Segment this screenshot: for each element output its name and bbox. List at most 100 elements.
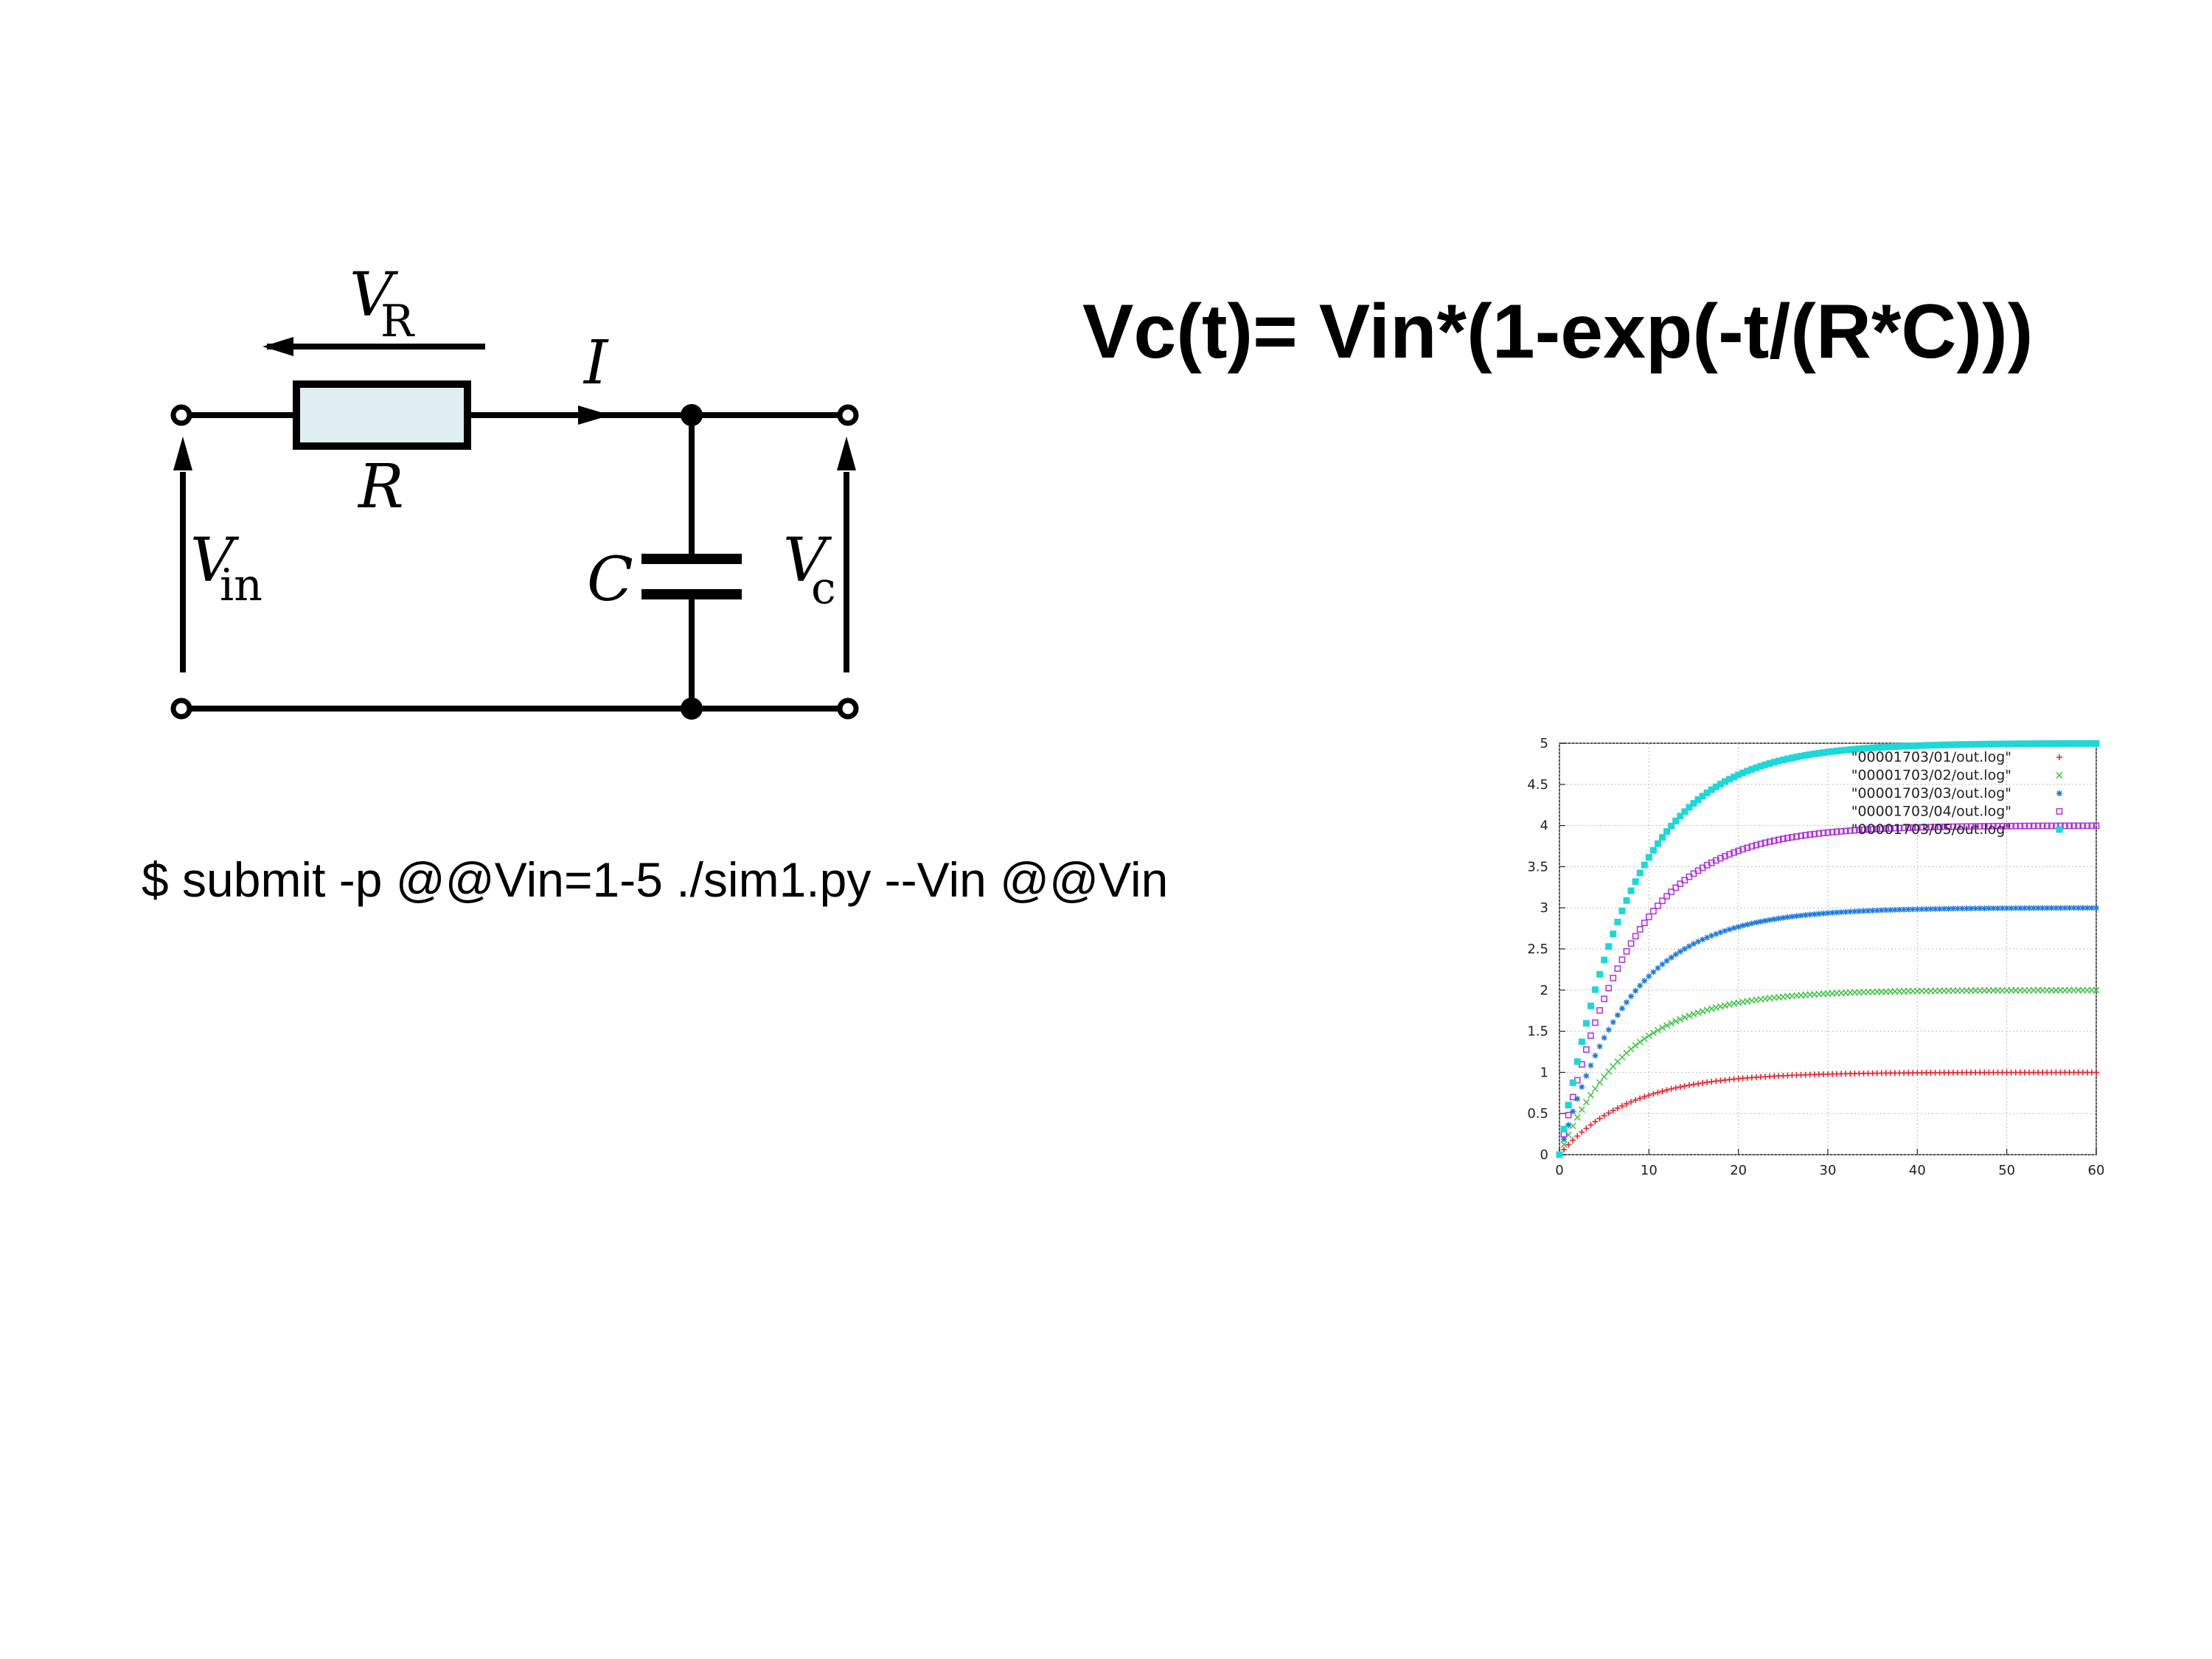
data-point [1964, 905, 1970, 912]
legend-marker [2056, 790, 2062, 796]
data-point [2035, 905, 2042, 911]
data-point [1645, 914, 1652, 920]
junction-node-bottom [681, 698, 703, 720]
plot-grid [1559, 742, 2097, 1155]
data-point [1699, 1008, 1706, 1015]
data-point [1811, 830, 1818, 838]
data-point [2053, 822, 2059, 830]
data-point [1618, 1102, 1625, 1109]
data-point [1659, 961, 1666, 967]
data-point [1686, 943, 1692, 950]
data-point [1820, 910, 1826, 917]
data-point [1757, 762, 1764, 770]
data-point [1708, 786, 1715, 793]
data-point [1677, 1084, 1683, 1091]
data-point [1605, 1026, 1612, 1033]
data-point [1882, 907, 1889, 914]
data-point [1954, 823, 1961, 830]
data-point [1950, 823, 1957, 830]
data-point [1887, 743, 1894, 751]
y-tick-label: 3.5 [1527, 859, 1548, 874]
x-tick-label: 40 [1909, 1163, 1926, 1178]
data-point [1691, 941, 1697, 947]
data-point [2062, 740, 2069, 747]
data-point [1842, 746, 1849, 754]
data-point [1578, 1106, 1585, 1113]
data-point [1753, 841, 1760, 849]
data-point [1739, 769, 1747, 776]
data-point [1717, 781, 1724, 788]
data-point [1681, 1082, 1688, 1089]
data-point [1860, 826, 1867, 833]
data-point [1722, 928, 1728, 934]
data-point [1587, 1032, 1594, 1039]
data-point [1726, 926, 1733, 933]
data-point [1851, 827, 1858, 834]
data-point [1601, 956, 1608, 964]
data-point [1731, 849, 1737, 856]
data-point [1610, 931, 1617, 938]
data-point [1596, 1116, 1603, 1122]
data-point [1954, 741, 1961, 748]
data-point [1784, 914, 1791, 920]
data-point [1963, 741, 1970, 748]
y-tick-label: 2 [1540, 983, 1548, 998]
data-point [1681, 877, 1688, 884]
legend-marker [2056, 826, 2063, 833]
terminal-in-top [170, 404, 192, 426]
data-point [1695, 1080, 1702, 1087]
data-point [1927, 824, 1934, 831]
legend-label: "00001703/01/out.log" [1851, 749, 2011, 765]
data-point [1927, 905, 1934, 912]
data-point [2075, 740, 2082, 747]
data-point [2075, 822, 2082, 830]
data-point [2017, 905, 2023, 911]
legend: "00001703/01/out.log" "00001703/02/out.lo… [1851, 749, 2063, 838]
data-point [1663, 1022, 1671, 1029]
data-point [1628, 1099, 1635, 1105]
data-point [1646, 1092, 1652, 1099]
data-point [1829, 748, 1836, 755]
data-point [2093, 1069, 2099, 1076]
data-point [1977, 905, 1983, 912]
data-point [1748, 765, 1756, 773]
y-tick-label: 0 [1540, 1147, 1548, 1163]
data-point [1708, 933, 1715, 939]
data-point [2093, 905, 2099, 911]
data-point [2043, 740, 2051, 748]
data-point [1739, 922, 1746, 929]
data-point [1655, 902, 1661, 909]
data-point [1731, 925, 1737, 931]
data-point [1694, 796, 1702, 803]
capacitor-plate-bottom [641, 589, 742, 599]
data-point [2088, 905, 2095, 911]
data-point [1735, 847, 1742, 855]
data-point [1587, 1002, 1594, 1009]
data-point [1677, 880, 1684, 888]
data-point [1824, 748, 1832, 756]
legend-marker [2056, 808, 2063, 815]
data-point [2079, 740, 2087, 747]
y-tick-label: 5 [1540, 736, 1548, 751]
data-point [1753, 919, 1759, 926]
data-point [1896, 824, 1903, 832]
data-point [1869, 907, 1876, 914]
data-point [1865, 826, 1871, 833]
data-point [1788, 754, 1795, 762]
data-point [1668, 888, 1675, 895]
data-point [1936, 741, 1944, 748]
vc-label-subscript: c [811, 563, 836, 614]
data-point [1694, 1009, 1702, 1016]
data-point [1641, 1035, 1648, 1043]
data-point [1802, 832, 1809, 839]
data-point [2003, 740, 2011, 748]
data-point [1700, 936, 1706, 943]
data-point [1793, 754, 1801, 761]
y-tick-label: 3 [1540, 900, 1548, 916]
data-point [1967, 741, 1975, 748]
data-point [2021, 740, 2028, 748]
data-point [1896, 742, 1903, 750]
data-point [2048, 740, 2055, 747]
data-point [1632, 1042, 1639, 1049]
data-point [1569, 1079, 1576, 1086]
